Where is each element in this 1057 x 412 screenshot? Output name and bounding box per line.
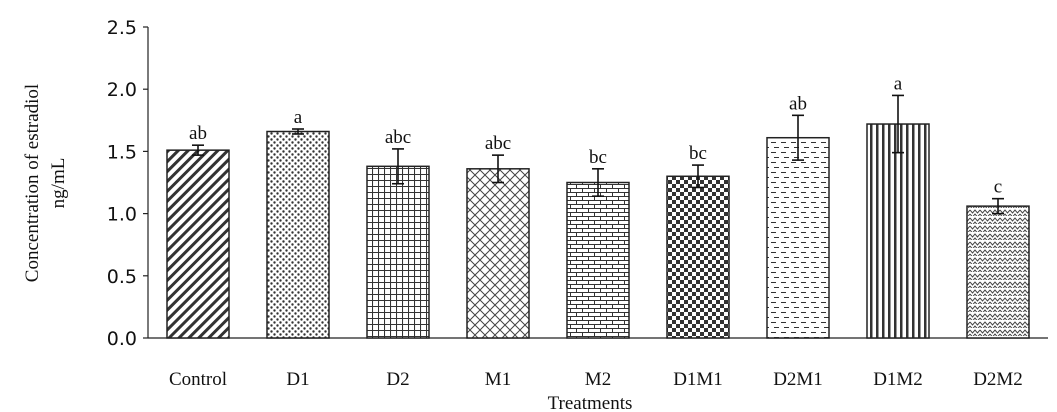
error-bar-d2 (392, 148, 404, 185)
category-label-m1: M1 (485, 369, 511, 390)
category-label-m2: M2 (585, 369, 611, 390)
y-axis-title-line-1: Concentration of estradiol (22, 84, 43, 282)
y-axis: 0.0 0.5 1.0 1.5 2.0 2.5 (107, 17, 149, 350)
error-bar-d1m1 (692, 164, 704, 189)
significance-label-d1m2: a (894, 73, 903, 94)
bar-d2m2 (966, 205, 1030, 339)
y-tick-label: 0.5 (107, 266, 137, 288)
bar-d2 (366, 165, 430, 339)
category-label-d2m2: D2M2 (973, 369, 1023, 390)
significance-label-d2: abc (385, 127, 411, 148)
category-label-control: Control (169, 369, 227, 390)
bar-control (166, 149, 230, 339)
error-bar-d2m2 (992, 197, 1004, 215)
bars (166, 123, 1030, 339)
significance-label-control: ab (189, 123, 207, 144)
x-axis-title: Treatments (548, 393, 633, 412)
y-axis-title: Concentration of estradiol ng/mL (22, 84, 69, 282)
error-bar-d1m2 (892, 94, 904, 154)
error-bar-control (192, 144, 204, 156)
y-axis-title-line-2: ng/mL (48, 158, 69, 209)
category-labels: Control D1 D2 M1 M2 D1M1 D2M1 D1M2 D2M2 (169, 369, 1023, 390)
error-bar-d2m1 (792, 114, 804, 161)
category-label-d1: D1 (286, 369, 309, 390)
category-label-d1m2: D1M2 (873, 369, 923, 390)
error-bar-m2 (592, 168, 604, 197)
significance-label-m1: abc (485, 133, 511, 154)
significance-label-d1m1: bc (689, 143, 707, 164)
y-tick-label: 2.5 (107, 17, 137, 39)
category-label-d2: D2 (386, 369, 409, 390)
significance-label-d2m2: c (994, 177, 1002, 198)
category-label-d1m1: D1M1 (673, 369, 723, 390)
bar-m1 (466, 168, 530, 339)
y-tick-label: 1.5 (107, 141, 137, 163)
significance-label-d1: a (294, 107, 303, 128)
error-bars (192, 94, 1004, 215)
y-tick-label: 2.0 (107, 79, 137, 101)
bar-m2 (566, 181, 630, 339)
significance-label-m2: bc (589, 147, 607, 168)
bar-d1m1 (666, 175, 730, 339)
bar-d1m2 (866, 123, 930, 339)
significance-labels: ab a abc abc bc bc ab a c (189, 73, 1002, 197)
error-bar-d1 (292, 128, 304, 135)
category-label-d2m1: D2M1 (773, 369, 823, 390)
y-tick-label: 0.0 (107, 328, 137, 350)
error-bar-m1 (492, 154, 504, 184)
bar-d1 (266, 130, 330, 339)
significance-label-d2m1: ab (789, 93, 807, 114)
y-tick-label: 1.0 (107, 204, 137, 226)
bar-d2m1 (766, 136, 830, 339)
